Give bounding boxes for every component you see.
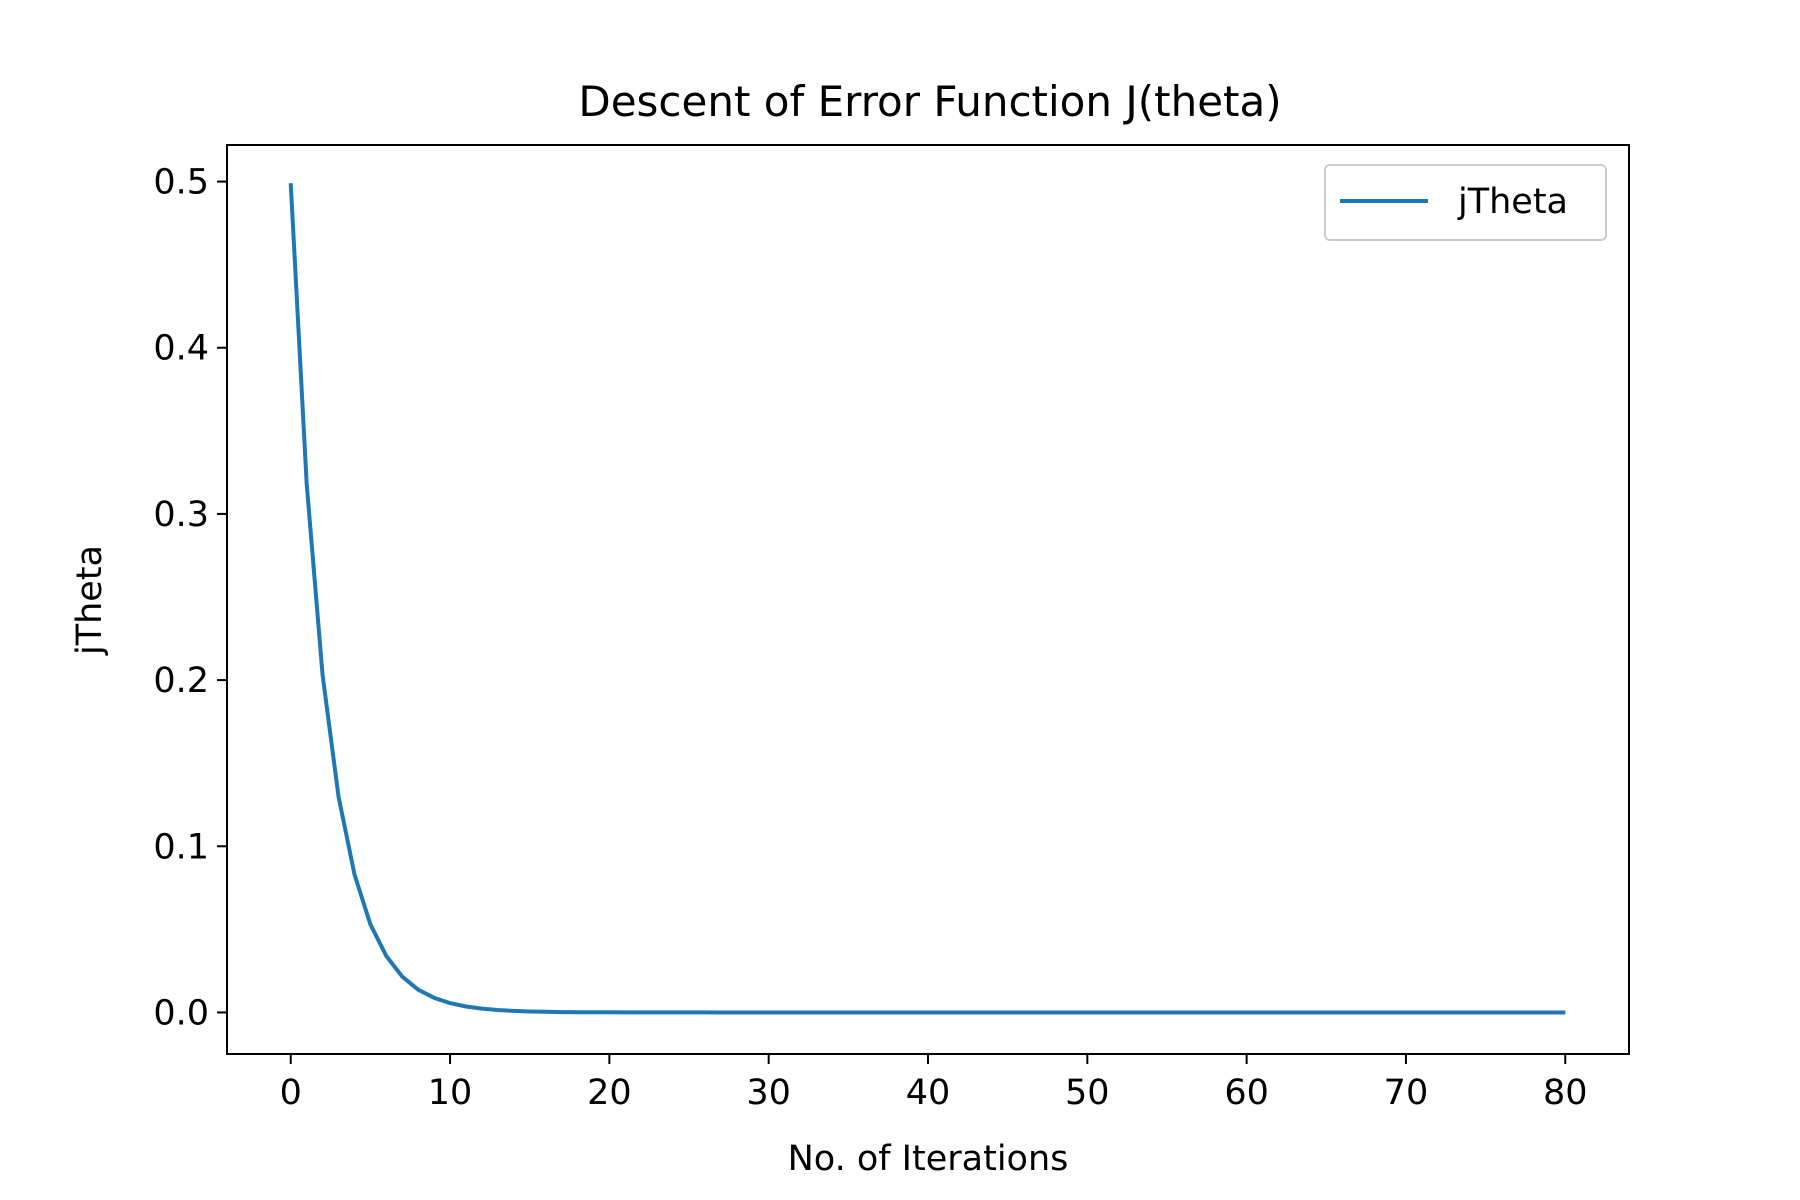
y-tick-label: 0.3 xyxy=(153,495,209,535)
legend-label: jTheta xyxy=(1457,182,1568,222)
series-line-0 xyxy=(288,183,1566,1015)
x-tick-label: 70 xyxy=(1384,1073,1429,1113)
chart-title: Descent of Error Function J(theta) xyxy=(578,77,1281,126)
y-tick-label: 0.1 xyxy=(153,827,209,867)
x-tick-label: 60 xyxy=(1224,1073,1269,1113)
x-axis-ticks: 0 10 20 30 40 50 60 70 80 xyxy=(280,1054,1588,1113)
x-tick-label: 30 xyxy=(746,1073,791,1113)
x-tick-label: 20 xyxy=(587,1073,632,1113)
legend: jTheta xyxy=(1324,164,1607,241)
x-axis-label: No. of Iterations xyxy=(788,1139,1069,1179)
y-axis-label: jTheta xyxy=(70,545,110,656)
y-tick-label: 0.2 xyxy=(153,661,209,701)
y-tick-label: 0.4 xyxy=(153,329,209,369)
x-tick-label: 80 xyxy=(1543,1073,1588,1113)
x-tick-label: 0 xyxy=(280,1073,302,1113)
x-tick-label: 50 xyxy=(1065,1073,1110,1113)
y-axis-ticks: 0.0 0.1 0.2 0.3 0.4 0.5 xyxy=(153,163,227,1033)
y-tick-label: 0.0 xyxy=(153,993,209,1033)
legend-frame xyxy=(1324,164,1607,241)
x-tick-label: 40 xyxy=(906,1073,951,1113)
x-tick-label: 10 xyxy=(428,1073,473,1113)
series-layer xyxy=(288,183,1566,1015)
y-tick-label: 0.5 xyxy=(153,163,209,203)
